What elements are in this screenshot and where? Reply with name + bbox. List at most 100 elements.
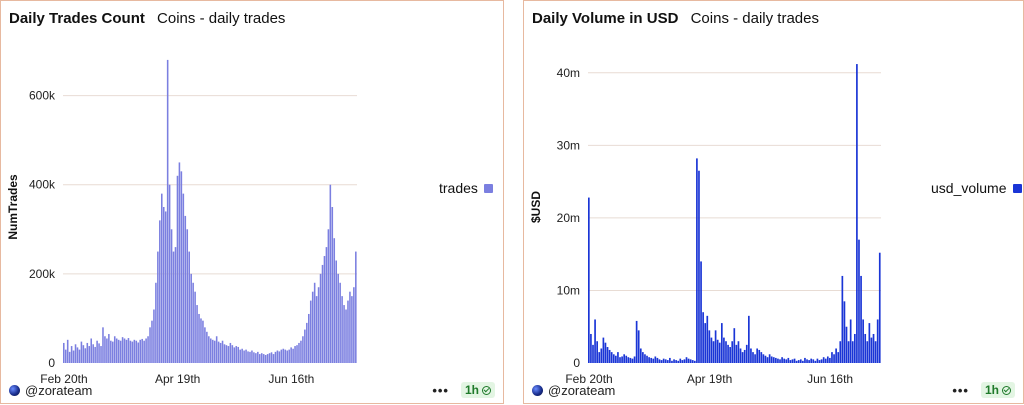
bar[interactable] bbox=[741, 352, 744, 363]
bar[interactable] bbox=[592, 344, 594, 363]
bar[interactable] bbox=[302, 336, 304, 363]
bar[interactable] bbox=[82, 345, 85, 363]
bar[interactable] bbox=[63, 342, 65, 363]
bar[interactable] bbox=[119, 340, 122, 363]
bar[interactable] bbox=[304, 329, 306, 363]
bar[interactable] bbox=[837, 352, 840, 363]
bar[interactable] bbox=[698, 170, 700, 363]
bar[interactable] bbox=[723, 337, 725, 363]
bar[interactable] bbox=[669, 357, 671, 363]
bar[interactable] bbox=[84, 348, 87, 363]
bar[interactable] bbox=[98, 343, 100, 363]
bar[interactable] bbox=[290, 347, 292, 363]
bar[interactable] bbox=[693, 360, 696, 363]
bar[interactable] bbox=[200, 318, 202, 363]
bar[interactable] bbox=[166, 59, 169, 363]
bar[interactable] bbox=[704, 323, 707, 363]
bar[interactable] bbox=[818, 360, 821, 363]
bar[interactable] bbox=[637, 330, 640, 363]
bar[interactable] bbox=[700, 261, 702, 363]
bar[interactable] bbox=[754, 354, 756, 363]
bar[interactable] bbox=[278, 351, 281, 363]
bar[interactable] bbox=[247, 351, 249, 363]
bar[interactable] bbox=[108, 334, 110, 363]
bar[interactable] bbox=[615, 355, 617, 363]
bar[interactable] bbox=[756, 348, 758, 363]
bar[interactable] bbox=[625, 355, 628, 363]
bar[interactable] bbox=[204, 327, 206, 363]
chart-legend[interactable]: trades bbox=[439, 180, 493, 196]
bar[interactable] bbox=[333, 238, 336, 363]
bar[interactable] bbox=[325, 247, 328, 363]
bar[interactable] bbox=[211, 339, 214, 363]
bar[interactable] bbox=[822, 357, 825, 363]
bar[interactable] bbox=[737, 341, 740, 363]
bar[interactable] bbox=[335, 260, 337, 363]
bar[interactable] bbox=[691, 360, 694, 363]
bar[interactable] bbox=[708, 330, 711, 363]
bar[interactable] bbox=[604, 342, 607, 363]
bar[interactable] bbox=[758, 349, 761, 363]
bar[interactable] bbox=[644, 354, 646, 363]
bar[interactable] bbox=[253, 352, 255, 363]
bar[interactable] bbox=[257, 351, 259, 363]
bar[interactable] bbox=[137, 342, 140, 364]
bar[interactable] bbox=[843, 301, 846, 363]
bar[interactable] bbox=[162, 207, 165, 363]
bar[interactable] bbox=[718, 342, 721, 363]
bar[interactable] bbox=[217, 341, 220, 363]
bar[interactable] bbox=[143, 340, 145, 363]
bar[interactable] bbox=[229, 342, 232, 363]
bar[interactable] bbox=[673, 359, 675, 363]
bar[interactable] bbox=[725, 341, 727, 363]
bar[interactable] bbox=[816, 358, 819, 363]
bar[interactable] bbox=[849, 319, 852, 363]
bar[interactable] bbox=[683, 359, 686, 363]
bar[interactable] bbox=[259, 354, 261, 363]
bar[interactable] bbox=[70, 346, 73, 363]
bar[interactable] bbox=[184, 215, 187, 363]
bar[interactable] bbox=[86, 342, 89, 363]
bar[interactable] bbox=[102, 327, 104, 363]
bar[interactable] bbox=[588, 197, 590, 363]
bar[interactable] bbox=[804, 357, 806, 363]
bar[interactable] bbox=[731, 341, 734, 363]
bar[interactable] bbox=[639, 348, 642, 363]
bar[interactable] bbox=[785, 359, 788, 363]
bar[interactable] bbox=[789, 360, 792, 363]
bar[interactable] bbox=[775, 357, 777, 363]
bar[interactable] bbox=[681, 360, 684, 363]
bar[interactable] bbox=[795, 360, 798, 363]
bar[interactable] bbox=[872, 333, 875, 363]
bar[interactable] bbox=[251, 350, 253, 363]
bar[interactable] bbox=[764, 355, 767, 363]
bar[interactable] bbox=[270, 352, 273, 363]
bar[interactable] bbox=[702, 312, 704, 363]
bar[interactable] bbox=[594, 319, 596, 363]
bar[interactable] bbox=[677, 360, 680, 363]
bar[interactable] bbox=[810, 358, 813, 363]
bar[interactable] bbox=[231, 345, 234, 363]
bar[interactable] bbox=[748, 315, 750, 363]
bar[interactable] bbox=[90, 338, 92, 363]
bar[interactable] bbox=[112, 341, 114, 363]
bar[interactable] bbox=[868, 323, 871, 363]
bar[interactable] bbox=[824, 358, 827, 363]
bar[interactable] bbox=[714, 330, 717, 363]
bar[interactable] bbox=[106, 338, 108, 363]
bar[interactable] bbox=[170, 229, 173, 363]
bar[interactable] bbox=[687, 358, 690, 363]
bar[interactable] bbox=[123, 338, 126, 363]
bar[interactable] bbox=[78, 349, 81, 363]
bar[interactable] bbox=[706, 315, 709, 363]
bar[interactable] bbox=[602, 337, 605, 363]
bar[interactable] bbox=[113, 336, 116, 363]
bar[interactable] bbox=[104, 336, 106, 363]
bar[interactable] bbox=[866, 341, 869, 363]
bar[interactable] bbox=[215, 336, 218, 363]
bar[interactable] bbox=[100, 346, 102, 363]
bar[interactable] bbox=[802, 360, 804, 363]
bar[interactable] bbox=[629, 357, 632, 363]
bar[interactable] bbox=[219, 342, 222, 363]
bar[interactable] bbox=[284, 349, 287, 363]
